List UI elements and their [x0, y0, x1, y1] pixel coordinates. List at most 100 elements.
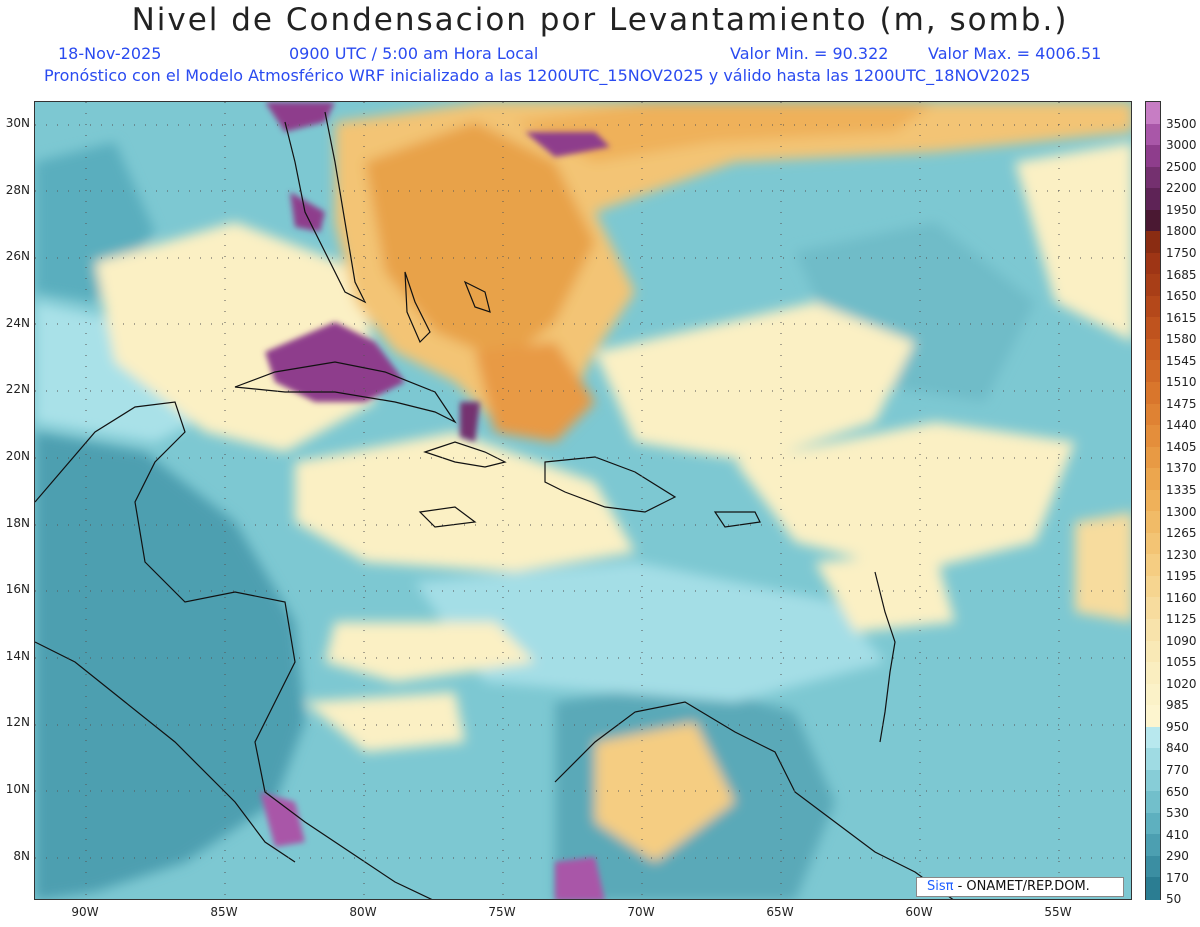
- colorbar-label: 1335: [1166, 482, 1197, 497]
- colorbar-label: 1370: [1166, 461, 1197, 476]
- colorbar-segment: [1146, 102, 1160, 125]
- colorbar-label: 1230: [1166, 547, 1197, 562]
- colorbar-segment: [1146, 338, 1160, 362]
- colorbar-segment: [1146, 252, 1160, 275]
- colorbar-segment: [1146, 812, 1160, 835]
- colorbar-segment: [1146, 575, 1160, 599]
- lat-label: 16N: [5, 582, 30, 597]
- lat-label: 28N: [5, 182, 30, 197]
- lcl-shaded-map: [35, 102, 1131, 899]
- lon-label: 60W: [905, 905, 933, 919]
- lat-label: 22N: [5, 382, 30, 397]
- max-value-label: Valor Max. = 4006.51: [928, 44, 1102, 63]
- colorbar-label: 1685: [1166, 267, 1197, 282]
- lon-label: 90W: [71, 905, 99, 919]
- colorbar-segment: [1146, 425, 1160, 448]
- colorbar-segment: [1146, 468, 1160, 491]
- lat-label: 8N: [13, 848, 30, 863]
- colorbar-label: 1650: [1166, 289, 1197, 304]
- colorbar-label: 1020: [1166, 676, 1197, 691]
- colorbar-segment: [1146, 295, 1160, 318]
- colorbar-label: 1055: [1166, 655, 1197, 670]
- lon-label: 65W: [766, 905, 794, 919]
- colorbar-label: 3000: [1166, 138, 1197, 153]
- colorbar-segment: [1146, 618, 1160, 642]
- time-label: 0900 UTC / 5:00 am Hora Local: [289, 44, 539, 63]
- credit-box: Sisπ - ONAMET/REP.DOM.: [916, 877, 1124, 897]
- colorbar-segment: [1146, 166, 1160, 189]
- date-label: 18-Nov-2025: [58, 44, 162, 63]
- lon-label: 80W: [349, 905, 377, 919]
- lon-label: 70W: [627, 905, 655, 919]
- colorbar-segment: [1146, 188, 1160, 211]
- colorbar-segment: [1146, 662, 1160, 685]
- colorbar: [1145, 101, 1161, 900]
- colorbar-label: 410: [1166, 827, 1189, 842]
- colorbar-label: 2200: [1166, 181, 1197, 196]
- lat-label: 26N: [5, 249, 30, 264]
- colorbar-segment: [1146, 231, 1160, 254]
- colorbar-label: 530: [1166, 806, 1189, 821]
- colorbar-segment: [1146, 446, 1160, 469]
- colorbar-segment: [1146, 554, 1160, 577]
- colorbar-segment: [1146, 123, 1160, 146]
- colorbar-segment: [1146, 726, 1160, 749]
- colorbar-label: 1440: [1166, 418, 1197, 433]
- shading-layer: [35, 102, 1131, 899]
- high-lcl-cores: [260, 102, 610, 899]
- lat-label: 10N: [5, 782, 30, 796]
- sispi-logo-text: Sisπ: [927, 879, 954, 894]
- colorbar-label: 50: [1166, 892, 1182, 907]
- min-value-label: Valor Min. = 90.322: [730, 44, 889, 63]
- colorbar-label: 1510: [1166, 375, 1197, 390]
- lon-label: 85W: [210, 905, 238, 919]
- colorbar-segment: [1146, 382, 1160, 405]
- colorbar-label: 770: [1166, 762, 1189, 777]
- colorbar-label: 1545: [1166, 353, 1197, 368]
- colorbar-segment: [1146, 855, 1160, 879]
- colorbar-label: 1160: [1166, 590, 1197, 605]
- colorbar-segment: [1146, 769, 1160, 792]
- onamet-label: - ONAMET/REP.DOM.: [953, 879, 1090, 894]
- map-title: Nivel de Condensacion por Levantamiento …: [131, 2, 1069, 38]
- colorbar-segment: [1146, 877, 1160, 900]
- colorbar-segment: [1146, 360, 1160, 383]
- colorbar-segment: [1146, 489, 1160, 512]
- lat-label: 14N: [5, 648, 30, 663]
- colorbar-label: 1615: [1166, 310, 1197, 325]
- colorbar-segment: [1146, 791, 1160, 814]
- colorbar-segment: [1146, 532, 1160, 555]
- colorbar-label: 290: [1166, 849, 1189, 864]
- colorbar-segment: [1146, 640, 1160, 663]
- colorbar-segment: [1146, 597, 1160, 620]
- colorbar-label: 1195: [1166, 569, 1197, 584]
- lat-label: 20N: [5, 449, 30, 463]
- colorbar-label: 985: [1166, 698, 1189, 713]
- colorbar-label: 950: [1166, 719, 1189, 734]
- lat-label: 12N: [5, 715, 30, 730]
- colorbar-label: 1580: [1166, 332, 1197, 347]
- colorbar-segment: [1146, 274, 1160, 297]
- colorbar-label: 2500: [1166, 159, 1197, 174]
- colorbar-label: 1750: [1166, 246, 1197, 260]
- colorbar-segment: [1146, 683, 1160, 706]
- colorbar-segment: [1146, 209, 1160, 232]
- forecast-info: Pronóstico con el Modelo Atmosférico WRF…: [44, 66, 1031, 85]
- colorbar-segment: [1146, 145, 1160, 168]
- colorbar-label: 1300: [1166, 504, 1197, 519]
- colorbar-label: 1090: [1166, 633, 1197, 648]
- colorbar-segment: [1146, 403, 1160, 426]
- lat-label: 24N: [5, 315, 30, 330]
- lon-label: 75W: [488, 905, 516, 919]
- colorbar-label: 1950: [1166, 202, 1197, 217]
- coastlines: [35, 111, 954, 899]
- colorbar-label: 840: [1166, 741, 1189, 756]
- colorbar-label: 1475: [1166, 396, 1197, 411]
- map-panel: [34, 101, 1132, 900]
- lat-label: 18N: [5, 515, 30, 530]
- colorbar-segment: [1146, 317, 1160, 340]
- colorbar-label: 650: [1166, 784, 1189, 799]
- colorbar-label: 1405: [1166, 439, 1197, 454]
- colorbar-label: 170: [1166, 870, 1189, 885]
- colorbar-label: 3500: [1166, 116, 1197, 131]
